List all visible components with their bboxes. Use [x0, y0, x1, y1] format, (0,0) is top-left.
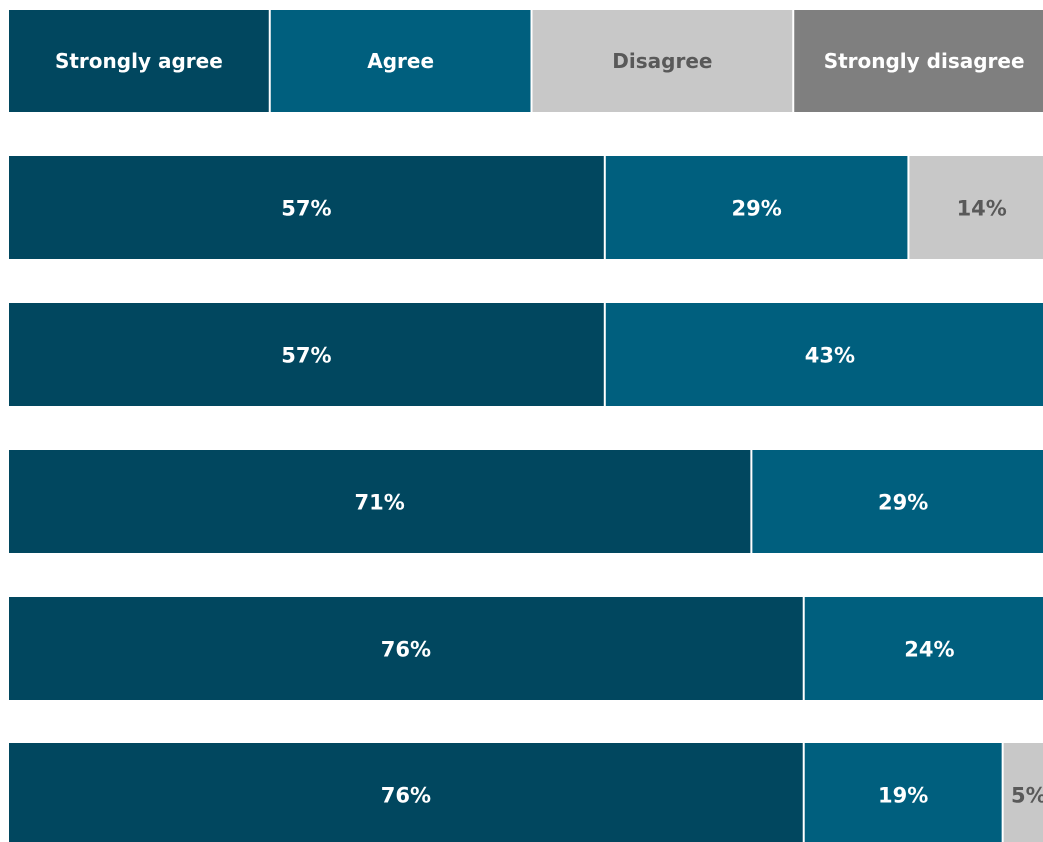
bar-segment-agree: [752, 450, 1043, 553]
bar-segment-agree: [804, 743, 1002, 842]
legend-swatch-strongly-disagree: [794, 10, 1043, 112]
data-label: 57%: [281, 197, 331, 221]
bar-segment-agree: [804, 597, 1043, 700]
bar-segment-agree: [605, 156, 908, 259]
bar-segment-strongly-agree: [9, 743, 803, 842]
bar-segment-strongly-agree: [9, 303, 604, 406]
data-label: 29%: [878, 491, 928, 515]
bar-segment-disagree: [1003, 743, 1043, 842]
data-label: 43%: [805, 344, 855, 368]
legend-swatch-disagree: [532, 10, 793, 112]
legend-label-strongly-agree: Strongly agree: [55, 49, 223, 73]
data-label: 5%: [1011, 784, 1043, 808]
data-label: 19%: [878, 784, 928, 808]
bar-segment-strongly-agree: [9, 450, 751, 553]
data-label: 71%: [355, 491, 405, 515]
data-label: 24%: [904, 638, 954, 662]
legend-label-strongly-disagree: Strongly disagree: [824, 49, 1025, 73]
bar-segment-agree: [605, 303, 1043, 406]
bar-segment-strongly-agree: [9, 156, 604, 259]
bar-segment-strongly-agree: [9, 597, 803, 700]
data-label: 14%: [957, 197, 1007, 221]
data-label: 57%: [281, 344, 331, 368]
data-label: 76%: [381, 784, 431, 808]
data-label: 76%: [381, 638, 431, 662]
legend-swatch-agree: [270, 10, 531, 112]
legend-label-disagree: Disagree: [612, 49, 712, 73]
legend-swatch-strongly-agree: [9, 10, 269, 112]
bar-segment-disagree: [909, 156, 1043, 259]
legend-label-agree: Agree: [367, 49, 434, 73]
data-label: 29%: [731, 197, 781, 221]
